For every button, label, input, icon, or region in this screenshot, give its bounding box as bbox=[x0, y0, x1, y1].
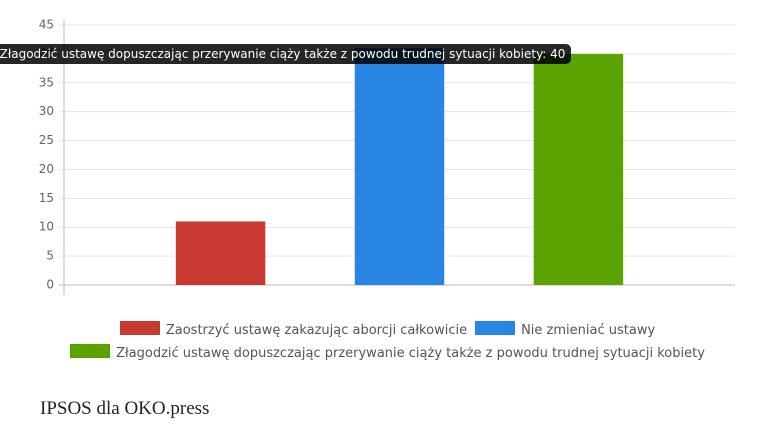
y-tick-label: 5 bbox=[46, 249, 54, 263]
y-tick-label: 25 bbox=[39, 133, 54, 147]
legend-swatch bbox=[475, 321, 516, 335]
y-tick-label: 0 bbox=[46, 278, 54, 292]
legend-swatch bbox=[119, 321, 160, 335]
legend-swatch bbox=[70, 344, 111, 358]
y-tick-label: 10 bbox=[39, 220, 54, 234]
legend-item: Zaostrzyć ustawę zakazując aborcji całko… bbox=[119, 319, 468, 342]
bar bbox=[175, 221, 266, 285]
legend-label: Zaostrzyć ustawę zakazując aborcji całko… bbox=[165, 323, 468, 338]
chart: 0 5 10 15 20 25 30 35 40 45 bbox=[39, 18, 735, 295]
y-tick-label: 35 bbox=[39, 75, 54, 89]
legend-item: Złagodzić ustawę dopuszczając przerywani… bbox=[70, 342, 705, 365]
y-tick-label: 15 bbox=[39, 191, 54, 205]
bar bbox=[533, 53, 624, 286]
legend-label: Nie zmieniać ustawy bbox=[521, 323, 656, 338]
y-tick-label: 45 bbox=[39, 18, 54, 32]
tooltip-name: Złagodzić ustawę dopuszczając przerywani… bbox=[0, 47, 550, 61]
y-tick-label: 20 bbox=[39, 162, 54, 176]
legend-label: Złagodzić ustawę dopuszczając przerywani… bbox=[116, 346, 705, 361]
tooltip-value: 40 bbox=[550, 46, 566, 61]
source: IPSOS dla OKO.press bbox=[40, 398, 210, 419]
legend-item: Nie zmieniać ustawy bbox=[475, 319, 655, 342]
tooltip: Złagodzić ustawę dopuszczając przerywani… bbox=[0, 43, 572, 64]
bar bbox=[354, 48, 445, 285]
legend: Zaostrzyć ustawę zakazując aborcji całko… bbox=[0, 319, 775, 365]
y-tick-label: 30 bbox=[39, 104, 54, 118]
